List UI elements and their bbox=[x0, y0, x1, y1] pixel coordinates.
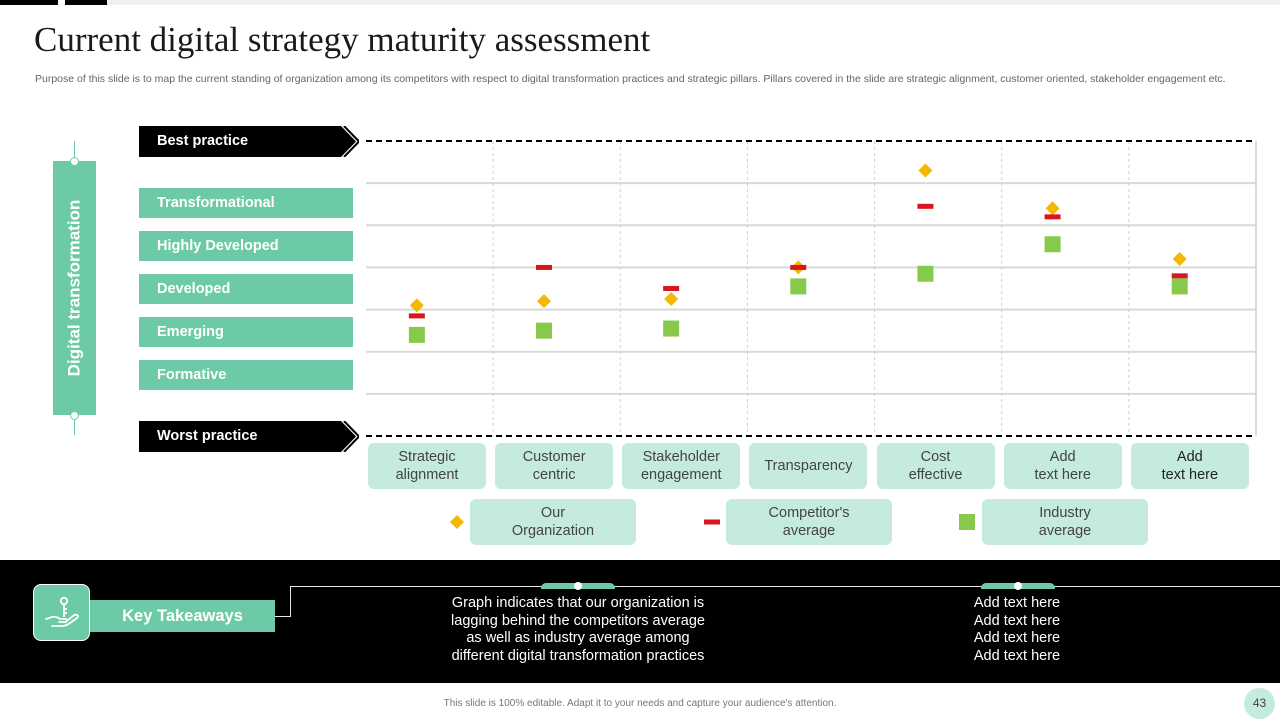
data-point-industry-average bbox=[536, 322, 552, 339]
takeaway-dot bbox=[574, 582, 582, 590]
category-label: Customer centric bbox=[495, 443, 614, 489]
slide-title: Current digital strategy maturity assess… bbox=[34, 20, 651, 59]
data-point-our-organization bbox=[1172, 252, 1187, 266]
maturity-chart bbox=[366, 140, 1257, 437]
worst-practice-text: Worst practice bbox=[157, 428, 258, 444]
data-point-industry-average bbox=[408, 326, 425, 343]
takeaway-connector-line bbox=[275, 616, 290, 617]
category-label: Stakeholder engagement bbox=[622, 443, 741, 489]
footer-note: This slide is 100% editable. Adapt it to… bbox=[443, 698, 837, 709]
data-point-industry-average bbox=[663, 320, 680, 337]
data-point-competitors-average bbox=[536, 264, 552, 270]
category-label: Add text here bbox=[1130, 443, 1249, 489]
hand-key-icon-graphic bbox=[44, 596, 79, 627]
legend-marker-competitors-average bbox=[704, 519, 720, 525]
data-point-competitors-average bbox=[1171, 273, 1188, 279]
legend-industry-average: Industry average bbox=[982, 499, 1148, 545]
connector-dot bbox=[70, 157, 79, 166]
category-label: Strategic alignment bbox=[368, 443, 486, 489]
takeaway-connector-line bbox=[290, 586, 291, 617]
takeaway-dot bbox=[1014, 582, 1022, 590]
level-developed: Developed bbox=[139, 274, 353, 304]
arrow-shape bbox=[139, 126, 359, 157]
data-point-our-organization bbox=[918, 163, 933, 178]
top-accent-bar bbox=[0, 0, 1280, 5]
takeaway-text-1: Graph indicates that our organization is… bbox=[451, 595, 705, 664]
data-point-our-organization bbox=[537, 294, 551, 309]
top-accent-segment bbox=[0, 0, 58, 5]
data-point-industry-average bbox=[917, 265, 934, 282]
data-point-our-organization bbox=[664, 292, 679, 307]
category-label: Cost effective bbox=[876, 443, 995, 489]
arrow-shape bbox=[139, 421, 359, 452]
page-number: 43 bbox=[1244, 688, 1275, 719]
level-transformational: Transformational bbox=[139, 188, 353, 218]
best-practice-text: Best practice bbox=[157, 133, 249, 149]
level-emerging: Emerging bbox=[139, 317, 353, 347]
takeaway-text-2: Add text here Add text here Add text her… bbox=[973, 595, 1061, 664]
vertical-connector-line bbox=[74, 141, 75, 161]
category-label: Transparency bbox=[749, 443, 868, 489]
top-accent-segment bbox=[65, 0, 107, 5]
data-point-competitors-average bbox=[917, 203, 934, 209]
key-takeaways-label: Key Takeaways bbox=[90, 600, 275, 632]
connector-dot bbox=[70, 411, 79, 420]
top-accent-segment bbox=[107, 0, 1280, 5]
data-point-competitors-average bbox=[408, 313, 425, 319]
takeaway-connector-line bbox=[290, 586, 1280, 587]
data-point-competitors-average bbox=[1044, 214, 1061, 220]
level-formative: Formative bbox=[139, 360, 353, 390]
data-point-competitors-average bbox=[663, 286, 680, 291]
legend-marker-industry-average bbox=[959, 514, 975, 530]
vertical-label-bar bbox=[53, 161, 96, 415]
legend-competitors-average: Competitor's average bbox=[726, 499, 892, 545]
data-point-our-organization bbox=[1045, 201, 1060, 216]
slide-description: Purpose of this slide is to map the curr… bbox=[35, 73, 1226, 85]
worst-practice-label: Worst practice bbox=[139, 421, 359, 452]
category-label: Add text here bbox=[1003, 443, 1122, 489]
best-practice-label: Best practice bbox=[139, 126, 359, 157]
data-point-our-organization bbox=[409, 298, 424, 313]
data-point-industry-average bbox=[790, 278, 807, 295]
legend-marker-our-organization bbox=[450, 515, 464, 529]
level-highly-developed: Highly Developed bbox=[139, 231, 353, 261]
vertical-connector-line bbox=[74, 415, 75, 435]
data-point-industry-average bbox=[1171, 278, 1188, 295]
data-point-industry-average bbox=[1044, 236, 1061, 253]
data-point-competitors-average bbox=[790, 264, 807, 270]
hand-key-icon bbox=[33, 584, 90, 641]
legend-our-organization: Our Organization bbox=[470, 499, 636, 545]
